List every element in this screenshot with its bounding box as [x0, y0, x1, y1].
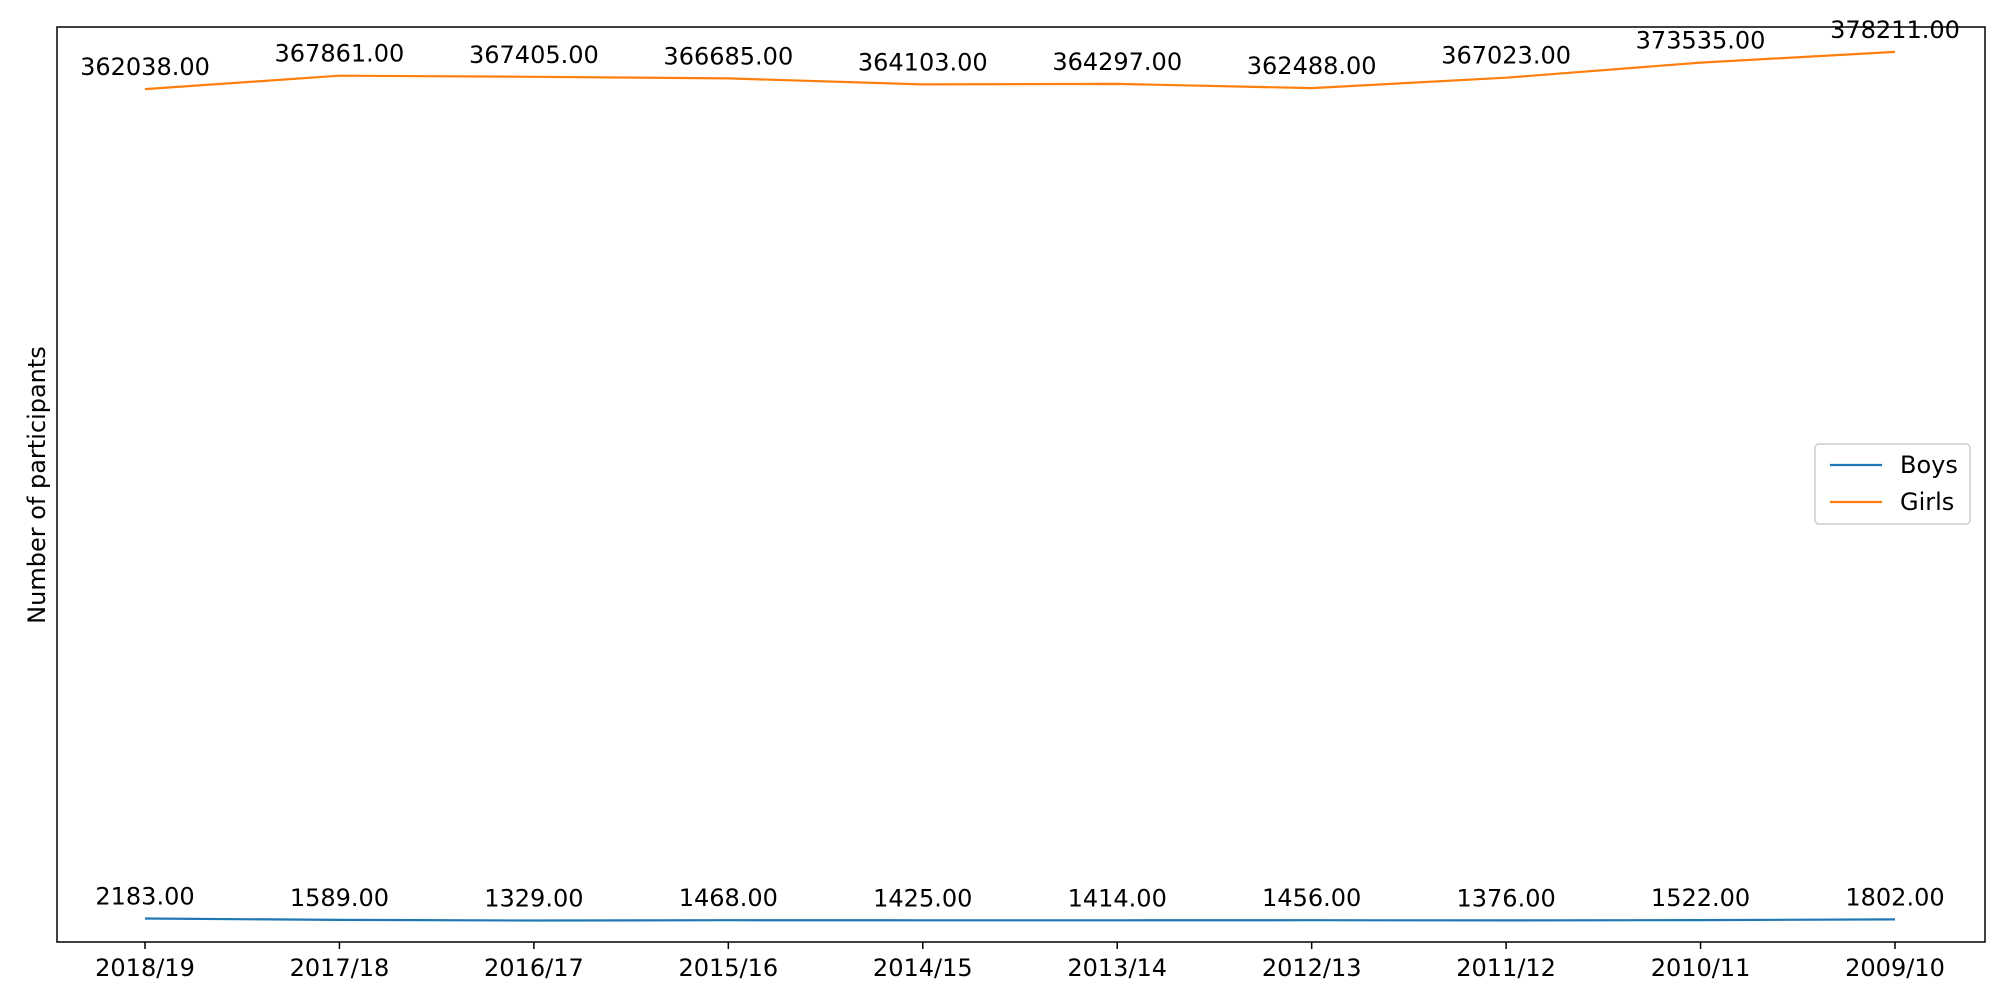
x-tick-label: 2016/17 [484, 954, 584, 982]
x-tick-label: 2010/11 [1651, 954, 1751, 982]
x-tick-label: 2015/16 [678, 954, 778, 982]
data-label-boys: 1376.00 [1456, 884, 1555, 912]
data-label-boys: 1414.00 [1068, 884, 1167, 912]
data-label-boys: 1425.00 [873, 884, 972, 912]
data-label-girls: 362038.00 [80, 53, 210, 81]
data-label-girls: 378211.00 [1830, 16, 1960, 44]
x-tick-label: 2014/15 [873, 954, 973, 982]
legend: Boys Girls [1814, 443, 1971, 525]
x-tick-label: 2012/13 [1262, 954, 1362, 982]
plot-frame [56, 26, 1986, 943]
data-label-boys: 1589.00 [290, 884, 389, 912]
data-label-girls: 362488.00 [1247, 52, 1377, 80]
series-line-girls [144, 50, 1896, 91]
x-tick-label: 2011/12 [1456, 954, 1556, 982]
data-label-girls: 364103.00 [858, 48, 988, 76]
x-axis: 2018/19 2017/18 2016/17 2015/16 2014/15 2013/… [95, 942, 1945, 982]
data-label-girls: 367023.00 [1441, 42, 1571, 70]
data-label-layer: 2183.00 1589.00 1329.00 1468.00 1425.00 1414.… [80, 16, 1960, 913]
legend-label-girls: Girls [1900, 488, 1954, 516]
data-label-girls: 364297.00 [1052, 48, 1182, 76]
data-label-girls: 367861.00 [275, 40, 405, 68]
data-label-boys: 1522.00 [1651, 884, 1750, 912]
data-label-girls: 366685.00 [663, 42, 793, 70]
data-label-girls: 367405.00 [469, 41, 599, 69]
legend-label-boys: Boys [1900, 451, 1958, 479]
series-line-boys [144, 917, 1896, 922]
x-tick-label: 2013/14 [1067, 954, 1167, 982]
x-tick-label: 2017/18 [290, 954, 390, 982]
data-label-boys: 1802.00 [1845, 883, 1944, 911]
data-label-boys: 1329.00 [484, 884, 583, 912]
data-label-boys: 1456.00 [1262, 884, 1361, 912]
series-layer [144, 50, 1896, 922]
x-tick-label: 2009/10 [1845, 954, 1945, 982]
data-label-girls: 373535.00 [1636, 27, 1766, 55]
data-label-boys: 1468.00 [679, 884, 778, 912]
y-axis-label: Number of participants [23, 346, 51, 624]
data-label-boys: 2183.00 [95, 883, 194, 911]
x-tick-label: 2018/19 [95, 954, 195, 982]
